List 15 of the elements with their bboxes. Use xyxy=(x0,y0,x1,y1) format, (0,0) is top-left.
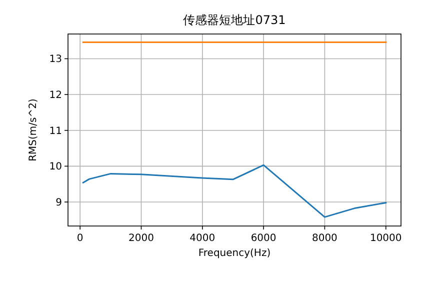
y-tick-label: 13 xyxy=(49,54,62,66)
x-tick-label: 0 xyxy=(76,233,84,244)
x-tick-label: 2000 xyxy=(128,233,154,244)
x-tick-label: 4000 xyxy=(190,233,216,244)
x-tick-label: 6000 xyxy=(250,233,276,244)
chart-title: 传感器短地址0731 xyxy=(183,13,286,27)
y-tick-label: 9 xyxy=(56,198,62,208)
y-tick-label: 10 xyxy=(49,162,62,173)
x-tick-label: 8000 xyxy=(312,233,338,244)
line-series xyxy=(82,164,387,218)
x-tick-label: 10000 xyxy=(370,233,402,244)
y-tick-label: 12 xyxy=(49,90,62,102)
y-tick-label: 11 xyxy=(49,126,62,137)
x-axis-title: Frequency(Hz) xyxy=(198,248,271,259)
y-axis-title: RMS(m/s^2) xyxy=(28,98,39,162)
